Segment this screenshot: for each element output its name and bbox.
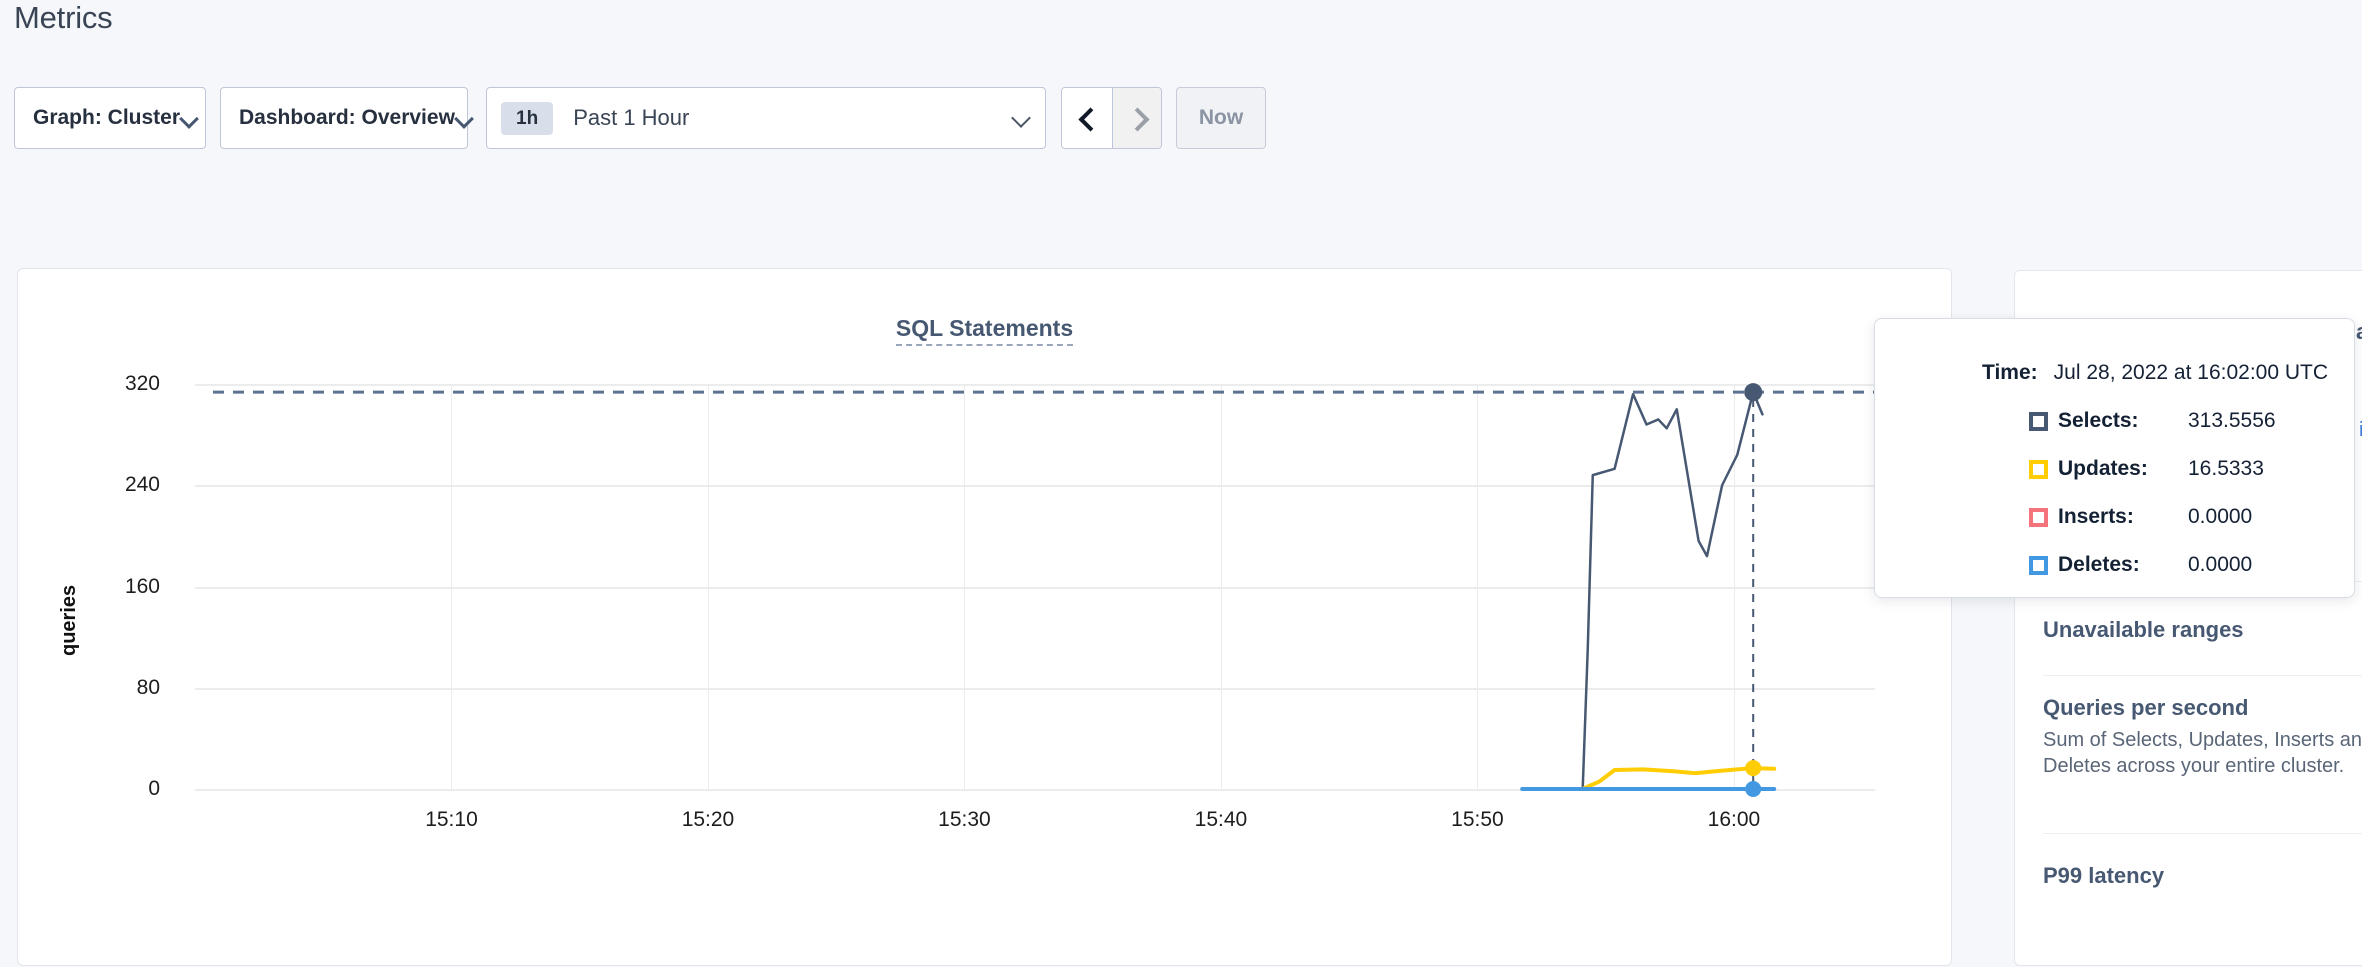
y-axis-tick: 320	[124, 372, 160, 395]
sidebar-heading-p99-latency: P99 latency	[2043, 863, 2165, 888]
x-axis-tick: 15:20	[681, 808, 735, 831]
y-axis-tick: 160	[124, 574, 160, 598]
tooltip-series-value: 0.0000	[2188, 553, 2253, 576]
tooltip-series-label: Deletes:	[2058, 553, 2140, 576]
dashboard-select-dropdown[interactable]: Dashboard: Overview	[220, 87, 468, 149]
tooltip-series-swatch	[2029, 555, 2048, 575]
chevron-left-icon	[1078, 109, 1096, 127]
tooltip-series-value: 313.5556	[2188, 409, 2276, 432]
dashboard-select-label: Dashboard: Overview	[239, 106, 455, 129]
now-button-label: Now	[1198, 106, 1244, 129]
now-button: Now	[1176, 87, 1266, 149]
chart-gridline	[195, 485, 1875, 488]
time-prev-button[interactable]	[1062, 88, 1112, 148]
page-title: Metrics	[14, 0, 113, 35]
tooltip-series-row: Updates: 16.5333	[1875, 445, 2328, 493]
tooltip-time-value: Jul 28, 2022 at 16:02:00 UTC	[2053, 361, 2328, 384]
sidebar-clipped-heading: a	[2356, 319, 2362, 345]
tooltip-series-row: Selects: 313.5556	[1875, 397, 2328, 445]
sidebar-body-queries-per-second: Sum of Selects, Updates, Inserts and Del…	[2043, 729, 2362, 777]
chart-axes: 0 80 160 240 320 15:10 15:20 15:30 15:40 15:50 16:…	[125, 372, 1875, 839]
tooltip-series-label: Updates:	[2058, 457, 2148, 480]
tooltip-series-row: Inserts: 0.0000	[1875, 493, 2328, 541]
graph-select-label: Graph: Cluster	[33, 106, 181, 129]
chart-plot-area[interactable]: 0 80 160 240 320 15:10 15:20 15:30 15:40 15:50 16:…	[125, 372, 1875, 839]
time-nav-group	[1061, 87, 1162, 149]
chart-line-selects	[1520, 390, 1764, 791]
sidebar-heading-unavailable-ranges: Unavailable ranges	[2043, 617, 2244, 642]
time-range-pill: 1h	[501, 101, 554, 135]
chart-vertical-gridline	[964, 384, 966, 789]
x-axis-tick: 15:30	[938, 808, 991, 831]
tooltip-series-label: Selects:	[2058, 409, 2139, 432]
hover-point-selects	[1744, 383, 1763, 402]
chart-gridline	[195, 586, 1875, 589]
hover-point-updates	[1745, 760, 1762, 777]
chart-vertical-gridline	[1220, 384, 1222, 789]
tooltip-time-label: Time:	[1982, 361, 2038, 384]
tooltip-time-row: Time: Jul 28, 2022 at 16:02:00 UTC	[1875, 349, 2328, 397]
x-axis-tick: 15:10	[425, 808, 478, 831]
chart-line-updates	[1580, 766, 1777, 791]
tooltip-series-swatch	[2029, 507, 2048, 527]
sidebar-heading-queries-per-second: Queries per second	[2043, 695, 2249, 720]
chart-gridline	[195, 789, 1875, 791]
chart-vertical-gridline	[1477, 384, 1479, 789]
time-range-label: Past 1 Hour	[573, 105, 690, 130]
y-axis-tick: 0	[148, 777, 160, 800]
x-axis-tick: 15:40	[1194, 808, 1248, 831]
time-range-value-group: 1h Past 1 Hour	[501, 101, 690, 135]
chart-gridline	[195, 687, 1875, 690]
y-axis-tick: 240	[124, 473, 160, 497]
chart-vertical-gridline	[1733, 384, 1735, 789]
chart-vertical-gridline	[451, 384, 453, 789]
sidebar-divider	[2043, 833, 2362, 834]
chart-title-text[interactable]: SQL Statements	[895, 315, 1074, 346]
sidebar-divider	[2043, 675, 2362, 676]
chart-title: SQL Statements	[18, 315, 1951, 346]
chart-gridline	[195, 384, 1875, 386]
graph-select-dropdown[interactable]: Graph: Cluster	[14, 87, 206, 149]
chevron-right-icon	[1128, 109, 1146, 127]
sql-statements-graph-card: SQL Statements queries 0 80 160 240 320 15:10…	[17, 268, 1952, 966]
chevron-down-icon	[455, 110, 472, 127]
chart-series-layer	[213, 383, 1875, 797]
chart-hover-tooltip: Time: Jul 28, 2022 at 16:02:00 UTC Selec…	[1874, 318, 2355, 598]
x-axis-tick: 15:50	[1451, 808, 1504, 831]
tooltip-series-value: 0.0000	[2188, 505, 2253, 528]
tooltip-series-row: Deletes: 0.0000	[1875, 541, 2328, 589]
sidebar-clip: a i Unavailable ranges Queries per secon…	[2015, 271, 2362, 967]
time-range-dropdown[interactable]: 1h Past 1 Hour	[486, 87, 1046, 149]
hover-point-deletes	[1745, 781, 1762, 797]
time-next-button	[1111, 88, 1161, 148]
tooltip-series-label: Inserts:	[2058, 505, 2134, 528]
tooltip-series-swatch	[2029, 411, 2048, 431]
chart-vertical-gridline	[707, 384, 709, 789]
tooltip-series-value: 16.5333	[2188, 457, 2264, 480]
chevron-down-icon	[1012, 110, 1029, 127]
x-axis-tick: 16:00	[1707, 808, 1761, 831]
tooltip-series-swatch	[2029, 459, 2048, 479]
chevron-down-icon	[180, 110, 197, 127]
tooltip-series-rows: Selects: 313.5556 Updates: 16.5333 Inserts: 0…	[1875, 397, 2328, 589]
sidebar-clipped-link: i	[2359, 419, 2362, 441]
y-axis-tick: 80	[136, 675, 160, 699]
